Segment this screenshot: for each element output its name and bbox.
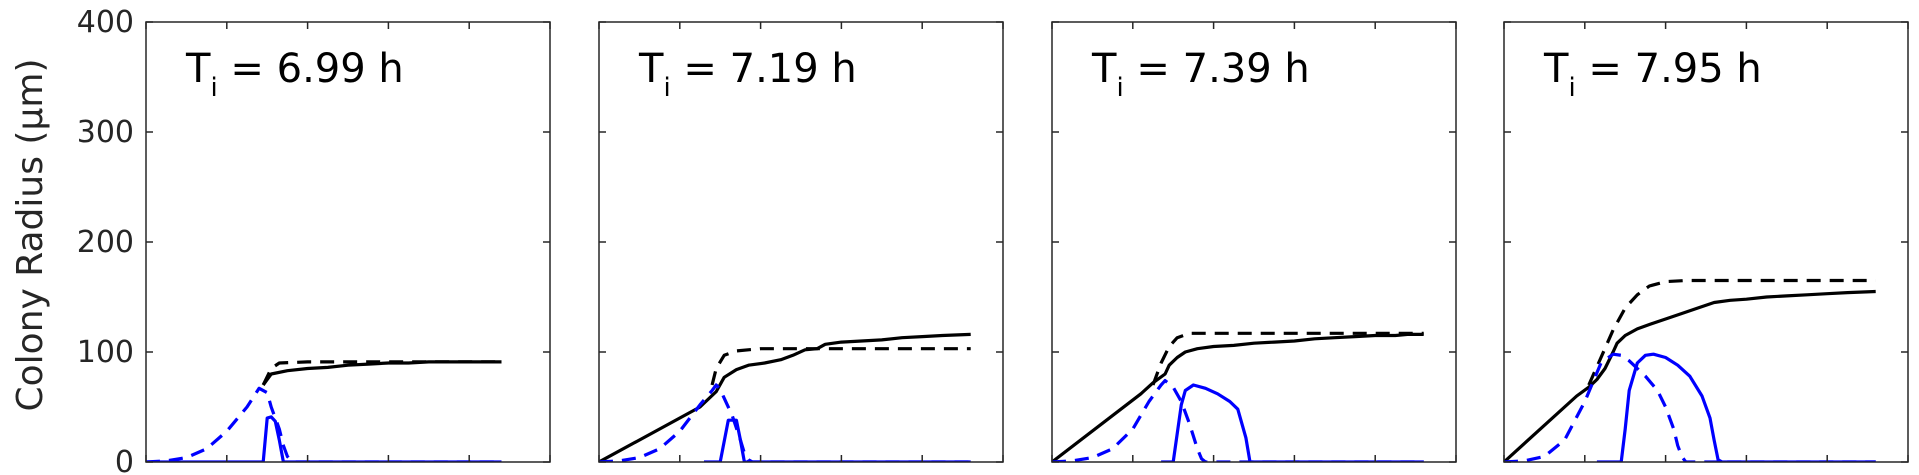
panel-4: Ti = 7.95 h [1503, 21, 1909, 463]
panel-3: Ti = 7.39 h [1051, 21, 1457, 463]
y-tick-label: 300 [77, 115, 134, 150]
series-line-black-solid [261, 360, 502, 386]
panel-title-main: T [1543, 46, 1569, 92]
series-line-blue-dashed [1052, 379, 1424, 462]
panel-title-main: T [185, 46, 211, 92]
series-line-black-dashed [1587, 278, 1876, 386]
series-line-black-solid [1504, 289, 1876, 462]
panel-2: Ti = 7.19 h [598, 21, 1004, 463]
series-line-blue-solid [1161, 383, 1424, 462]
panel-title: Ti = 7.39 h [1091, 46, 1310, 103]
y-tick-label: 100 [77, 335, 134, 370]
series-line-black-dashed [710, 347, 971, 386]
series-line-blue-dashed [146, 386, 502, 462]
series-line-black-dashed [1151, 331, 1424, 386]
panel-title-subscript: i [1568, 73, 1575, 103]
panel-title-main: T [1091, 46, 1117, 92]
series-line-blue-solid [704, 418, 971, 462]
panel-1: 0 100 200 300 400 Ti = 6.99 h [77, 5, 551, 475]
series-line-black-dashed [261, 360, 502, 386]
panel-title: Ti = 6.99 h [185, 46, 404, 103]
panel-title-subscript: i [663, 73, 670, 103]
y-tick-label: 0 [115, 445, 134, 475]
panel-title-value: = 7.39 h [1124, 46, 1310, 92]
y-axis-label: Colony Radius (μm) [10, 59, 51, 412]
panel-title-value: = 7.19 h [671, 46, 857, 92]
panel-title-value: = 6.99 h [218, 46, 404, 92]
y-tick-label: 200 [77, 225, 134, 260]
series-line-blue-dashed [599, 383, 971, 462]
panel-title-main: T [638, 46, 664, 92]
series-line-black-solid [1052, 332, 1424, 462]
series-line-blue-solid [1596, 352, 1876, 462]
panel-title-subscript: i [1116, 73, 1123, 103]
y-tick-label: 400 [77, 5, 134, 40]
panel-title-subscript: i [210, 73, 217, 103]
series-line-black-solid [599, 332, 971, 462]
series-line-blue-solid [146, 415, 502, 462]
panel-title: Ti = 7.19 h [638, 46, 857, 103]
panel-title-value: = 7.95 h [1576, 46, 1762, 92]
panel-title: Ti = 7.95 h [1543, 46, 1762, 103]
series-line-blue-dashed [1504, 352, 1876, 462]
